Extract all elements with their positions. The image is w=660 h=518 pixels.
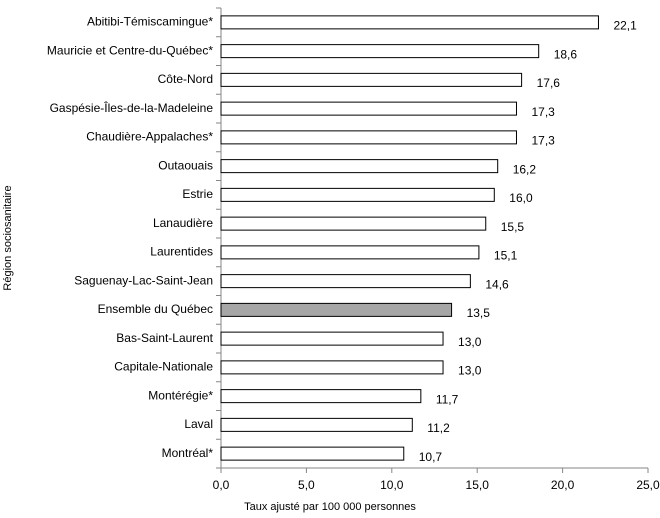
value-label: 17,3 (531, 134, 555, 148)
y-tick-label: Laurentides (150, 245, 213, 259)
value-label: 16,2 (513, 162, 537, 176)
value-label: 13,5 (467, 306, 491, 320)
bar (220, 216, 487, 231)
y-tick-label: Lanaudière (153, 216, 213, 230)
bar (220, 72, 523, 87)
x-tick-label: 10,0 (380, 478, 404, 492)
y-tick-label: Bas-Saint-Laurent (116, 331, 213, 345)
bar (220, 159, 499, 174)
value-label: 15,1 (494, 249, 518, 263)
bar (220, 360, 444, 375)
x-tick-label: 5,0 (298, 478, 315, 492)
y-tick-label: Montérégie* (148, 388, 213, 402)
bar (220, 274, 471, 289)
value-label: 14,6 (485, 277, 509, 291)
bar (220, 331, 444, 346)
value-label: 13,0 (458, 335, 482, 349)
value-label: 13,0 (458, 364, 482, 378)
value-label: 16,0 (509, 191, 533, 205)
y-tick-label: Côte-Nord (158, 72, 213, 86)
y-tick-label: Ensemble du Québec (98, 302, 213, 316)
value-label: 15,5 (501, 220, 525, 234)
y-tick-label: Estrie (182, 187, 213, 201)
bar (220, 44, 540, 59)
y-tick-label: Mauricie et Centre-du-Québec* (47, 43, 213, 57)
value-label: 17,6 (537, 76, 561, 90)
value-label: 22,1 (613, 19, 637, 33)
value-label: 11,2 (427, 421, 450, 435)
bar (220, 245, 480, 260)
y-tick-label: Saguenay-Lac-Saint-Jean (74, 273, 213, 287)
bar (220, 187, 495, 202)
y-axis-label: Région sociosanitaire (2, 185, 14, 290)
value-label: 10,7 (419, 450, 443, 464)
x-axis-label: Taux ajusté par 100 000 personnes (244, 501, 416, 513)
bar (220, 446, 405, 461)
y-tick-label: Capitale-Nationale (114, 360, 213, 374)
y-tick-label: Gaspésie-Îles-de-la-Madeleine (50, 100, 214, 115)
bar (220, 389, 422, 404)
y-tick-label: Montréal* (162, 446, 214, 460)
bar (220, 417, 413, 432)
bar (220, 130, 517, 145)
value-label: 11,7 (436, 392, 459, 406)
value-label: 18,6 (554, 47, 578, 61)
bar (220, 15, 599, 30)
x-tick-label: 25,0 (636, 478, 660, 492)
x-tick-label: 20,0 (551, 478, 575, 492)
y-tick-label: Abitibi-Témiscamingue* (87, 15, 213, 29)
x-tick-label: 0,0 (213, 478, 230, 492)
bar (220, 302, 453, 317)
y-tick-label: Laval (184, 417, 213, 431)
value-label: 17,3 (531, 105, 555, 119)
y-tick-label: Chaudière-Appalaches* (86, 130, 213, 144)
x-tick-label: 15,0 (466, 478, 490, 492)
bar (220, 101, 517, 116)
y-tick-label: Outaouais (158, 158, 213, 172)
